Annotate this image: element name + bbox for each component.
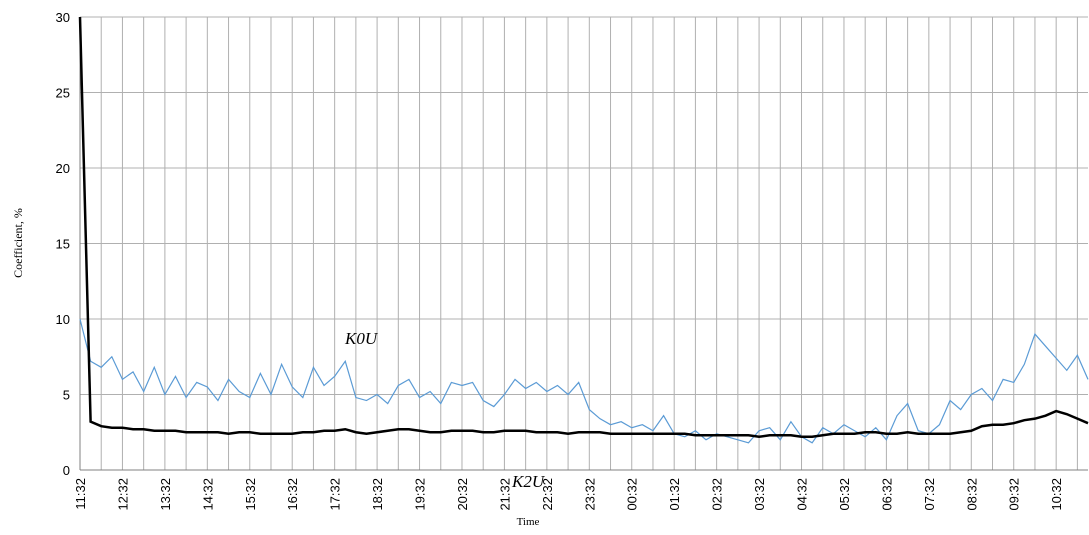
- x-axis-label: Time: [517, 516, 540, 528]
- x-tick-label: 21:32: [497, 478, 512, 511]
- x-tick-label: 02:32: [710, 478, 725, 511]
- x-tick-label: 04:32: [795, 478, 810, 511]
- x-tick-label: 15:32: [243, 478, 258, 511]
- y-tick-label: 10: [56, 312, 70, 327]
- x-tick-label: 16:32: [285, 478, 300, 511]
- x-tick-label: 19:32: [413, 478, 428, 511]
- x-tick-label: 00:32: [625, 478, 640, 511]
- y-tick-label: 20: [56, 161, 70, 176]
- y-axis-label: Coefficient, %: [11, 208, 25, 278]
- series-line: [78, 16, 1089, 439]
- x-tick-label: 23:32: [582, 478, 597, 511]
- x-tick-label: 05:32: [837, 478, 852, 511]
- series-label: K2U: [511, 472, 546, 491]
- x-tick-label: 06:32: [879, 478, 894, 511]
- series-line: [79, 318, 1089, 444]
- x-tick-label: 11:32: [73, 478, 88, 510]
- series-label: K0U: [344, 329, 379, 348]
- x-tick-label: 13:32: [158, 478, 173, 511]
- y-tick-label: 0: [63, 463, 70, 478]
- y-tick-label: 5: [63, 388, 70, 403]
- x-tick-label: 20:32: [455, 478, 470, 511]
- x-tick-label: 12:32: [115, 478, 130, 511]
- x-tick-label: 18:32: [370, 478, 385, 511]
- y-tick-label: 30: [56, 10, 70, 25]
- y-tick-label: 15: [56, 237, 70, 252]
- x-tick-label: 10:32: [1049, 478, 1064, 511]
- x-tick-label: 22:32: [540, 478, 555, 511]
- x-tick-label: 17:32: [328, 478, 343, 511]
- x-tick-label: 09:32: [1007, 478, 1022, 511]
- x-tick-label: 01:32: [667, 478, 682, 511]
- y-tick-label: 25: [56, 86, 70, 101]
- x-tick-label: 03:32: [752, 478, 767, 511]
- x-tick-label: 14:32: [200, 478, 215, 511]
- x-tick-label: 08:32: [964, 478, 979, 511]
- x-tick-label: 07:32: [922, 478, 937, 511]
